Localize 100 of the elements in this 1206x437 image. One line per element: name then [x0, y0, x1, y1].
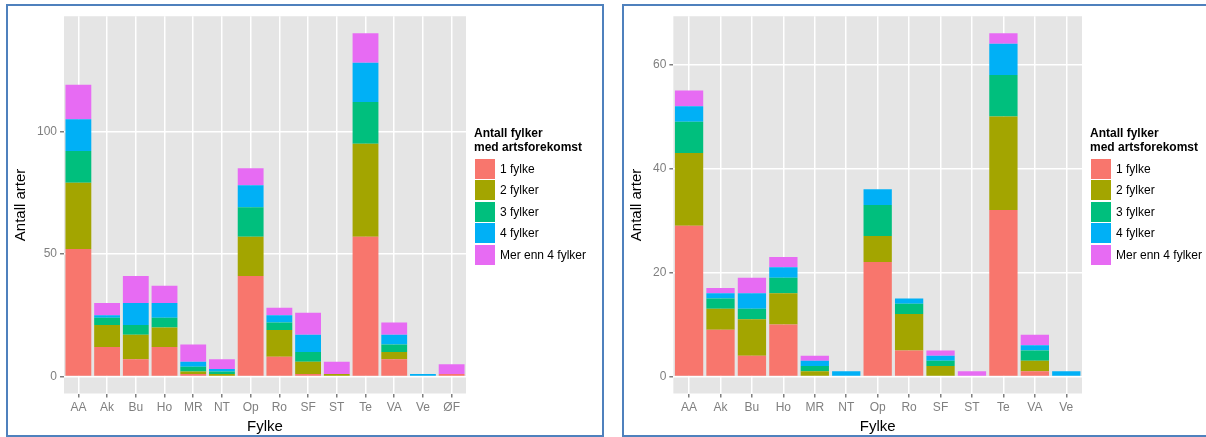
bar: [926, 355, 955, 361]
bar: [352, 101, 379, 144]
bar: [122, 302, 149, 325]
bar: [381, 359, 408, 376]
bar: [894, 298, 924, 304]
bar: [94, 317, 121, 325]
bar: [295, 361, 321, 374]
bar: [737, 308, 767, 320]
bar: [266, 356, 293, 376]
x-tick-label: NT: [838, 400, 855, 415]
bar: [65, 84, 92, 120]
y-axis-title: Antall arter: [11, 168, 29, 242]
bar: [674, 152, 704, 226]
bar: [295, 351, 321, 362]
bar: [863, 204, 892, 237]
x-tick-label: Op: [242, 400, 259, 415]
bar: [266, 322, 293, 330]
x-tick-label: VA: [386, 400, 402, 415]
bar: [706, 293, 735, 299]
bar: [863, 262, 892, 376]
x-tick-label: Ro: [901, 400, 918, 415]
bar: [237, 207, 264, 237]
bar: [1052, 371, 1081, 376]
x-tick-label: Bu: [744, 400, 760, 415]
y-tick-label: 20: [652, 264, 667, 279]
x-axis-title: Fylke: [859, 417, 896, 435]
bar: [352, 143, 379, 237]
legend-label: 4 fylker: [1116, 226, 1155, 240]
x-tick-label: Te: [997, 400, 1011, 415]
bar: [769, 324, 798, 376]
bar: [800, 360, 829, 367]
bar: [266, 329, 293, 357]
x-tick-label: VA: [1027, 400, 1043, 415]
bar: [65, 119, 92, 151]
bar: [800, 355, 829, 361]
bar: [381, 344, 408, 352]
bar: [352, 62, 379, 102]
bar: [800, 371, 829, 376]
bar: [180, 361, 207, 367]
x-axis-title: Fylke: [247, 417, 283, 435]
bar: [926, 350, 955, 356]
bar: [706, 288, 735, 294]
legend-label: 3 fylker: [1116, 204, 1155, 219]
bar: [769, 267, 798, 278]
bar: [674, 106, 704, 122]
bar: [989, 116, 1018, 211]
x-tick-label: ST: [329, 400, 346, 415]
legend-label: 1 fylke: [1116, 161, 1151, 176]
bar: [151, 347, 178, 376]
bar: [989, 43, 1018, 75]
x-tick-label: Te: [359, 400, 373, 415]
bar: [151, 285, 178, 303]
bar: [266, 307, 293, 316]
bar: [266, 315, 293, 323]
bar: [737, 277, 767, 294]
bar: [1020, 371, 1049, 376]
x-tick-label: ØF: [443, 400, 460, 415]
y-axis-title: Antall arter: [627, 168, 645, 242]
bar: [151, 302, 178, 318]
bar: [863, 189, 892, 205]
bar: [295, 334, 321, 352]
x-tick-label: Ro: [271, 400, 288, 415]
bar: [438, 364, 465, 374]
x-tick-label: ST: [964, 400, 981, 415]
bar: [237, 275, 264, 376]
x-tick-label: SF: [932, 400, 949, 415]
bar: [863, 236, 892, 263]
x-tick-label: Ak: [100, 400, 116, 415]
bar: [769, 277, 798, 294]
y-tick-label: 50: [43, 246, 58, 261]
bar: [674, 225, 704, 376]
bar: [65, 150, 92, 183]
bar: [706, 298, 735, 309]
x-tick-label: Ve: [1059, 400, 1074, 415]
x-tick-label: MR: [805, 400, 825, 415]
bar: [706, 329, 735, 376]
bar: [94, 315, 121, 318]
x-tick-label: Ho: [156, 400, 173, 415]
bar: [65, 182, 92, 250]
legend-label: 3 fylker: [500, 204, 539, 219]
bar: [674, 90, 704, 107]
x-tick-label: Ve: [415, 400, 431, 415]
bar: [122, 275, 149, 303]
bar: [352, 33, 379, 63]
bar: [706, 308, 735, 330]
bar: [737, 355, 767, 376]
bar: [94, 302, 121, 316]
x-tick-label: Ak: [713, 400, 729, 415]
bar: [180, 344, 207, 362]
bar: [94, 324, 121, 348]
legend-label: Mer enn 4 fylker: [500, 247, 587, 262]
bar: [674, 121, 704, 153]
x-tick-label: AA: [681, 400, 698, 415]
bar: [800, 366, 829, 372]
bar: [323, 361, 350, 374]
y-tick-label: 60: [652, 56, 667, 71]
legend-label: 4 fylker: [500, 226, 539, 240]
bar: [926, 360, 955, 367]
legend-title: Antall fylker med artsforekomst: [1090, 125, 1200, 154]
bar: [737, 319, 767, 356]
